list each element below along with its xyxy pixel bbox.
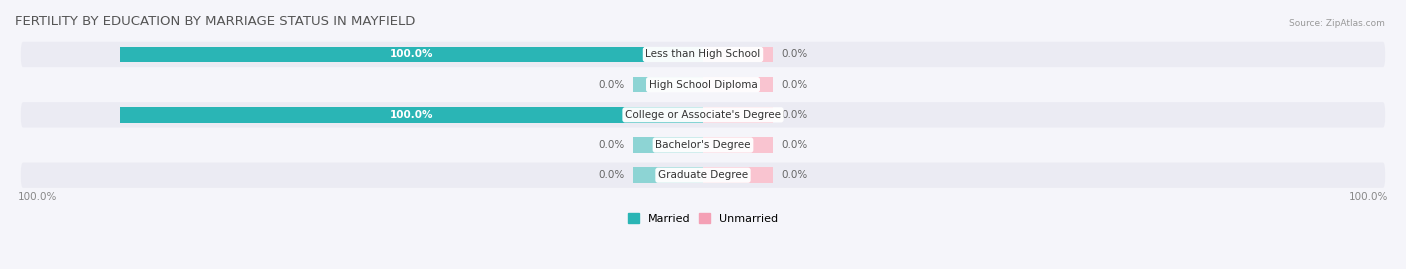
FancyBboxPatch shape	[21, 72, 1385, 97]
Bar	[633, 167, 703, 183]
Text: 100.0%: 100.0%	[1348, 192, 1388, 202]
Text: Bachelor's Degree: Bachelor's Degree	[655, 140, 751, 150]
FancyBboxPatch shape	[21, 162, 1385, 188]
Bar	[703, 47, 773, 62]
Text: 100.0%: 100.0%	[389, 110, 433, 120]
FancyBboxPatch shape	[21, 132, 1385, 158]
Text: 0.0%: 0.0%	[782, 49, 808, 59]
Text: FERTILITY BY EDUCATION BY MARRIAGE STATUS IN MAYFIELD: FERTILITY BY EDUCATION BY MARRIAGE STATU…	[15, 15, 415, 28]
Bar	[633, 137, 703, 153]
Bar	[633, 77, 703, 93]
Bar	[120, 107, 703, 123]
Text: 0.0%: 0.0%	[598, 80, 624, 90]
Text: Less than High School: Less than High School	[645, 49, 761, 59]
Bar	[703, 107, 773, 123]
Text: 100.0%: 100.0%	[18, 192, 58, 202]
Text: 100.0%: 100.0%	[389, 49, 433, 59]
Text: 0.0%: 0.0%	[782, 110, 808, 120]
Text: 0.0%: 0.0%	[598, 170, 624, 180]
Text: 0.0%: 0.0%	[782, 140, 808, 150]
Text: High School Diploma: High School Diploma	[648, 80, 758, 90]
Text: Source: ZipAtlas.com: Source: ZipAtlas.com	[1289, 19, 1385, 28]
Text: 0.0%: 0.0%	[782, 170, 808, 180]
Bar	[120, 47, 703, 62]
Bar	[120, 107, 703, 123]
Bar	[703, 167, 773, 183]
FancyBboxPatch shape	[21, 42, 1385, 67]
Text: College or Associate's Degree: College or Associate's Degree	[626, 110, 780, 120]
Bar	[120, 47, 703, 62]
Text: 0.0%: 0.0%	[598, 140, 624, 150]
Bar	[703, 77, 773, 93]
Bar	[703, 137, 773, 153]
Text: Graduate Degree: Graduate Degree	[658, 170, 748, 180]
Legend: Married, Unmarried: Married, Unmarried	[623, 209, 783, 228]
FancyBboxPatch shape	[21, 102, 1385, 128]
Text: 0.0%: 0.0%	[782, 80, 808, 90]
